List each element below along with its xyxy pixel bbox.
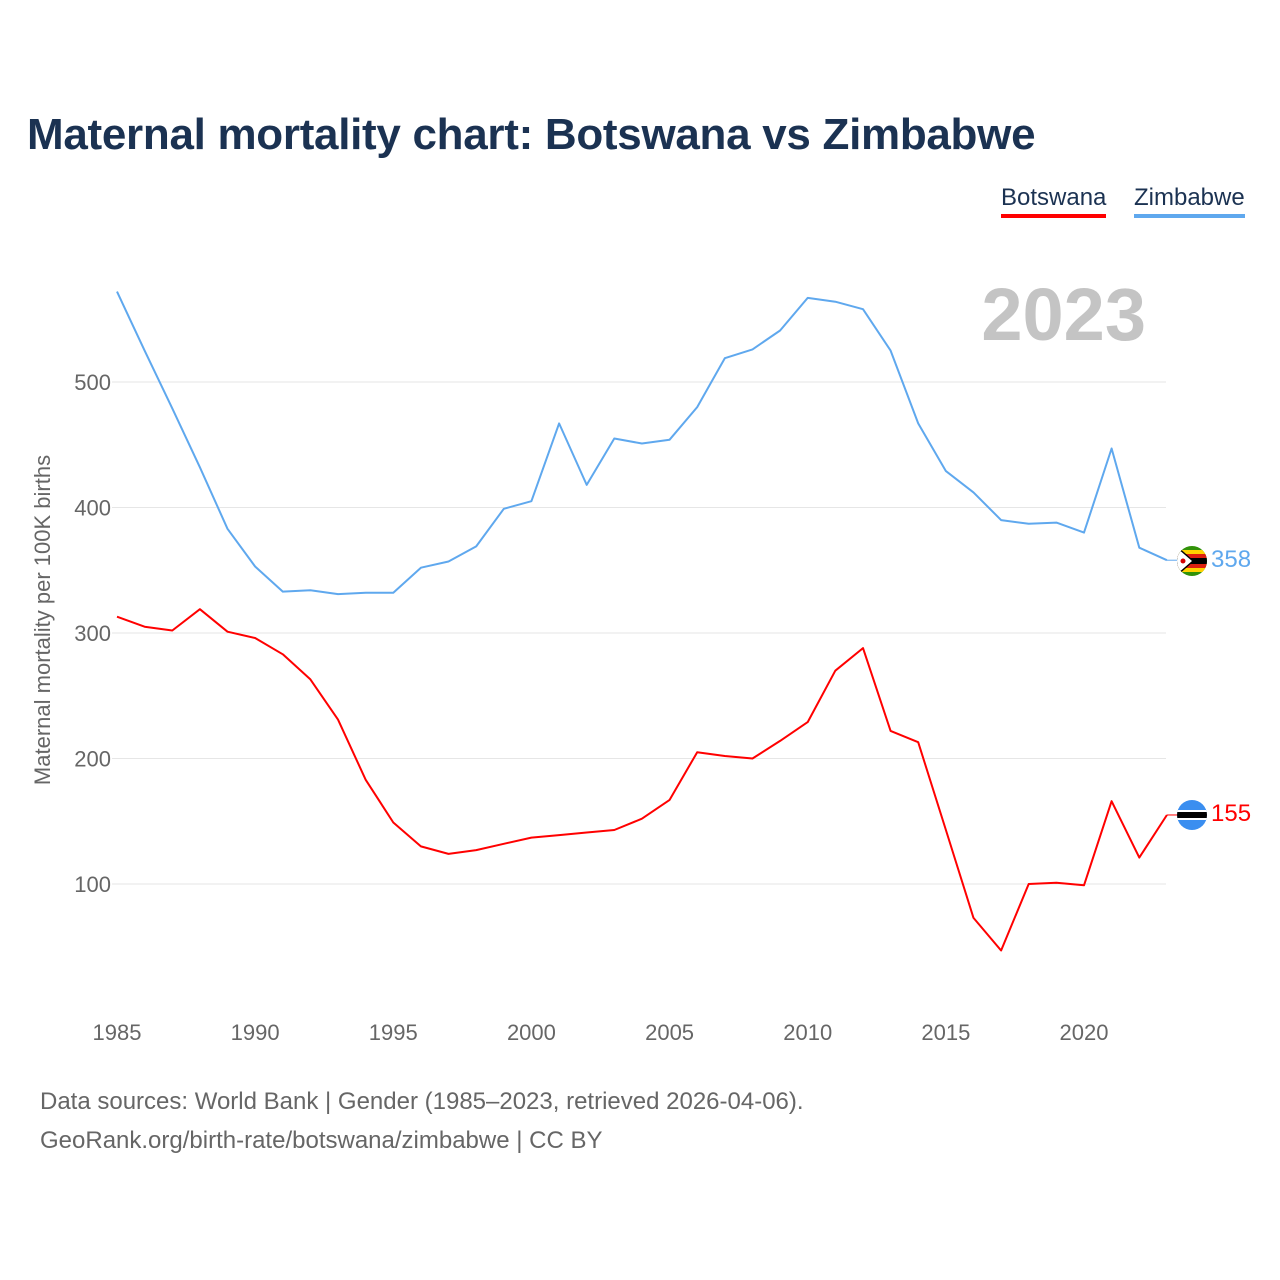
x-tick-label: 1995	[369, 1020, 418, 1045]
x-tick-label: 2015	[921, 1020, 970, 1045]
y-tick-label: 400	[74, 496, 111, 521]
zimbabwe-flag-icon	[1177, 546, 1207, 576]
series-line-botswana	[116, 608, 1168, 952]
y-tick-label: 100	[74, 872, 111, 897]
y-tick-label: 200	[74, 747, 111, 772]
legend-zimbabwe[interactable]: Zimbabwe	[1134, 184, 1245, 218]
legend-botswana[interactable]: Botswana	[1001, 184, 1107, 218]
x-tick-label: 2005	[645, 1020, 694, 1045]
y-axis-label: Maternal mortality per 100K births	[30, 455, 55, 785]
footer-link[interactable]: GeoRank.org/birth-rate/botswana/zimbabwe…	[40, 1127, 603, 1154]
x-tick-label: 1990	[231, 1020, 280, 1045]
x-tick-label: 1985	[93, 1020, 142, 1045]
y-tick-label: 300	[74, 621, 111, 646]
y-tick-label: 500	[74, 370, 111, 395]
x-tick-label: 2020	[1060, 1020, 1109, 1045]
botswana-end-value: 155	[1211, 800, 1251, 827]
x-tick-label: 2000	[507, 1020, 556, 1045]
series-line-zimbabwe	[116, 291, 1168, 596]
chart-title: Maternal mortality chart: Botswana vs Zi…	[27, 110, 1036, 159]
x-tick-label: 2010	[783, 1020, 832, 1045]
botswana-flag-icon	[1177, 800, 1207, 830]
year-label: 2023	[981, 273, 1146, 356]
footer-sources: Data sources: World Bank | Gender (1985–…	[40, 1088, 804, 1115]
zimbabwe-end-value: 358	[1211, 546, 1251, 573]
